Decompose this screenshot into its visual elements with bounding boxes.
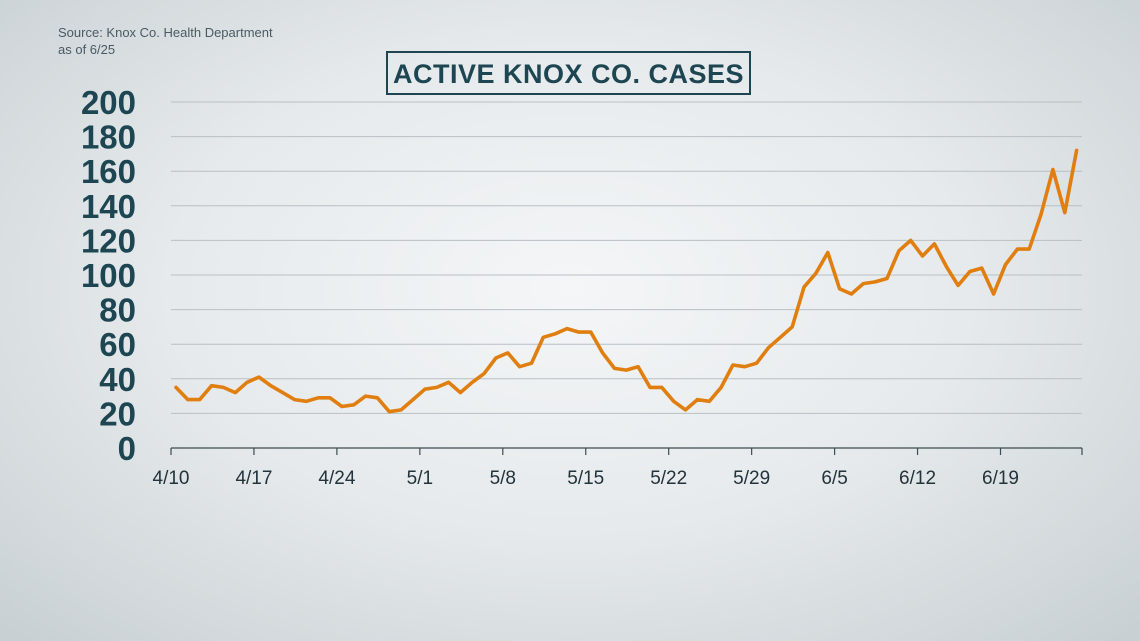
y-tick-label: 80 <box>99 292 136 329</box>
y-tick-label: 100 <box>81 257 136 294</box>
x-tick-label: 5/29 <box>733 468 770 489</box>
x-tick-label: 4/10 <box>153 468 190 489</box>
y-tick-label: 200 <box>81 84 136 121</box>
series-lines <box>174 148 1079 414</box>
y-tick-label: 60 <box>99 326 136 363</box>
x-tick-label: 6/5 <box>821 468 847 489</box>
x-tick-label: 5/8 <box>490 468 516 489</box>
source-note: Source: Knox Co. Health Department as of… <box>58 24 273 58</box>
gridlines <box>171 101 1082 414</box>
y-tick-label: 40 <box>99 361 136 398</box>
y-tick-label: 140 <box>81 188 136 225</box>
x-tick-label: 5/1 <box>407 468 433 489</box>
x-tick-label: 4/24 <box>318 468 355 489</box>
y-tick-label: 180 <box>81 119 136 156</box>
x-tick-label: 4/17 <box>235 468 272 489</box>
chart-title: ACTIVE KNOX CO. CASES <box>386 51 752 95</box>
x-tick-label: 6/12 <box>899 468 936 489</box>
y-tick-label: 160 <box>81 153 136 190</box>
series-line <box>174 148 1079 414</box>
x-axis-ticks: 4/10 4/17 4/24 5/1 5/8 5/15 5/22 5/29 6/5 6/12 6/1… <box>153 448 1083 489</box>
x-tick-label: 5/15 <box>567 468 604 489</box>
as-of-date: as of 6/25 <box>58 42 116 57</box>
x-tick-label: 6/19 <box>982 468 1019 489</box>
source-line: Source: Knox Co. Health Department <box>58 25 273 40</box>
y-tick-label: 120 <box>81 222 136 259</box>
y-tick-label: 0 <box>118 430 136 467</box>
x-tick-label: 5/22 <box>650 468 687 489</box>
y-tick-label: 20 <box>99 395 136 432</box>
